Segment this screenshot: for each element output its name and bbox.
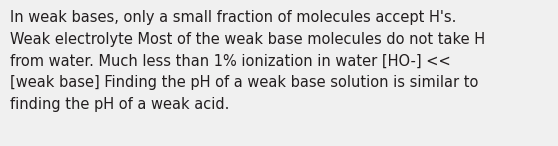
Text: In weak bases, only a small fraction of molecules accept H's.
Weak electrolyte M: In weak bases, only a small fraction of … (10, 10, 485, 112)
